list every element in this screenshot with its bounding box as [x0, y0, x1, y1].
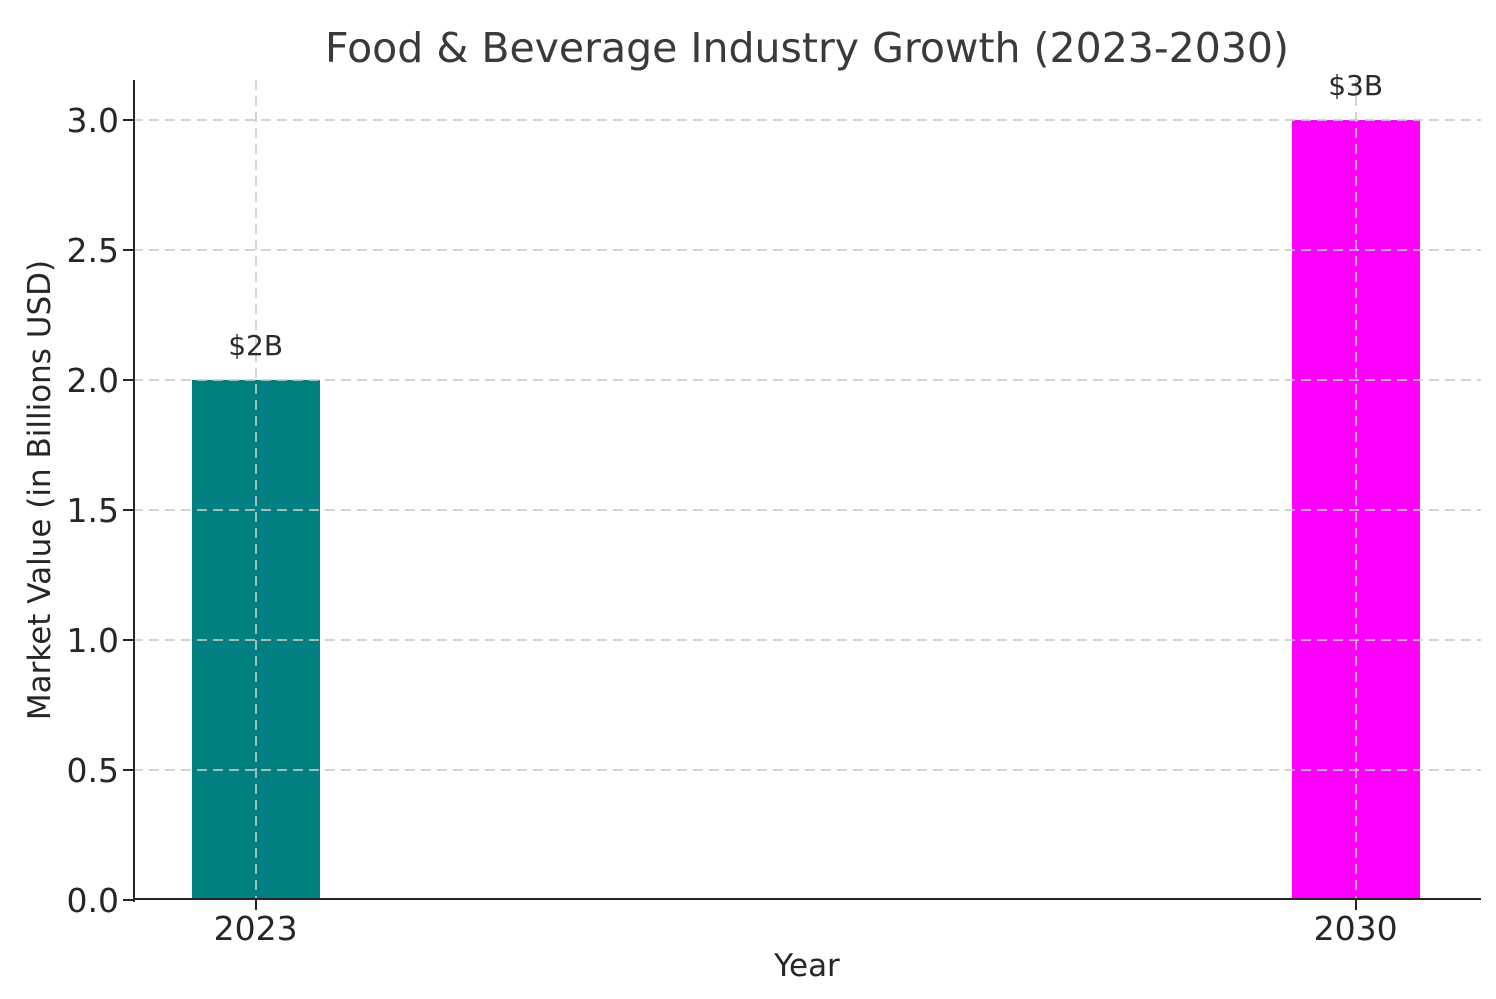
y-tick-mark	[123, 899, 133, 901]
x-tick-mark	[1354, 900, 1357, 910]
y-tick-mark	[123, 639, 133, 641]
y-tick-label: 0.5	[66, 751, 119, 790]
h-gridline	[133, 379, 1481, 381]
bar-value-label: $3B	[1328, 69, 1384, 102]
y-tick-mark	[123, 769, 133, 771]
y-tick-label: 1.0	[66, 621, 119, 660]
x-axis-label: Year	[774, 948, 840, 984]
y-tick-mark	[123, 119, 133, 121]
y-tick-mark	[123, 509, 133, 511]
y-tick-mark	[123, 249, 133, 251]
y-axis-spine	[133, 80, 135, 902]
bar-value-label: $2B	[228, 329, 284, 362]
h-gridline	[133, 639, 1481, 641]
y-tick-label: 0.0	[66, 881, 119, 920]
h-gridline	[133, 249, 1481, 251]
h-gridline	[133, 119, 1481, 121]
v-gridline	[1354, 80, 1357, 900]
y-tick-mark	[123, 379, 133, 381]
y-tick-label: 2.0	[66, 361, 119, 400]
y-tick-label: 1.5	[66, 491, 119, 530]
h-gridline	[133, 769, 1481, 771]
x-tick-label: 2023	[213, 909, 298, 948]
plot-area	[123, 80, 1481, 910]
x-axis-spine	[133, 898, 1481, 900]
x-tick-label: 2030	[1313, 909, 1398, 948]
y-tick-label: 3.0	[66, 101, 119, 140]
h-gridline	[133, 509, 1481, 511]
x-tick-mark	[254, 900, 257, 910]
y-tick-label: 2.5	[66, 231, 119, 270]
chart-title: Food & Beverage Industry Growth (2023-20…	[324, 24, 1290, 72]
v-gridline	[254, 80, 257, 900]
